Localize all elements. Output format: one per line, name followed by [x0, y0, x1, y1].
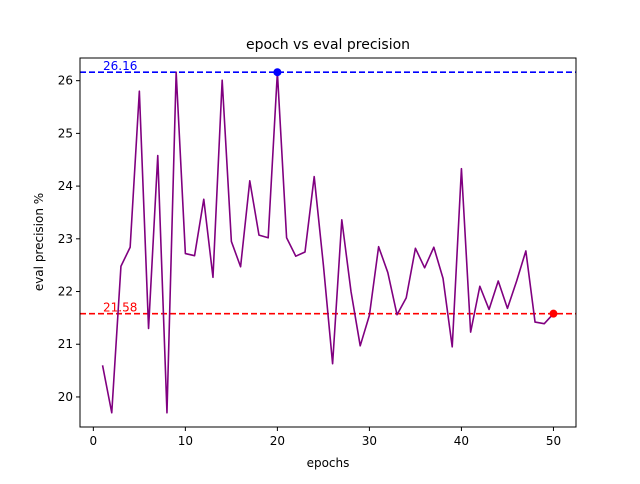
reference-line-label: 26.16 [103, 59, 137, 73]
y-tick-label: 24 [58, 179, 73, 193]
x-tick-label: 20 [270, 434, 285, 448]
y-tick-label: 23 [58, 232, 73, 246]
y-tick-label: 20 [58, 390, 73, 404]
reference-line-label: 21.58 [103, 301, 137, 315]
highlight-marker [549, 309, 558, 318]
plot-frame [79, 57, 577, 428]
y-tick-label: 25 [58, 126, 73, 140]
x-tick-label: 0 [90, 434, 98, 448]
x-tick-label: 50 [546, 434, 561, 448]
chart-title: epoch vs eval precision [246, 37, 410, 53]
y-tick-label: 26 [58, 74, 73, 88]
y-tick-label: 21 [58, 337, 73, 351]
plot-area: 26.16 21.58 0 10 20 30 40 50 20 21 22 23 24 25 26 [58, 57, 577, 448]
highlight-marker [273, 68, 282, 77]
y-tick-label: 22 [58, 285, 73, 299]
series-line [101, 71, 555, 414]
x-tick-label: 40 [454, 434, 469, 448]
y-axis-label: eval precision % [32, 193, 46, 291]
x-tick-label: 30 [362, 434, 377, 448]
x-tick-label: 10 [178, 434, 193, 448]
x-axis-label: epochs [307, 456, 350, 470]
